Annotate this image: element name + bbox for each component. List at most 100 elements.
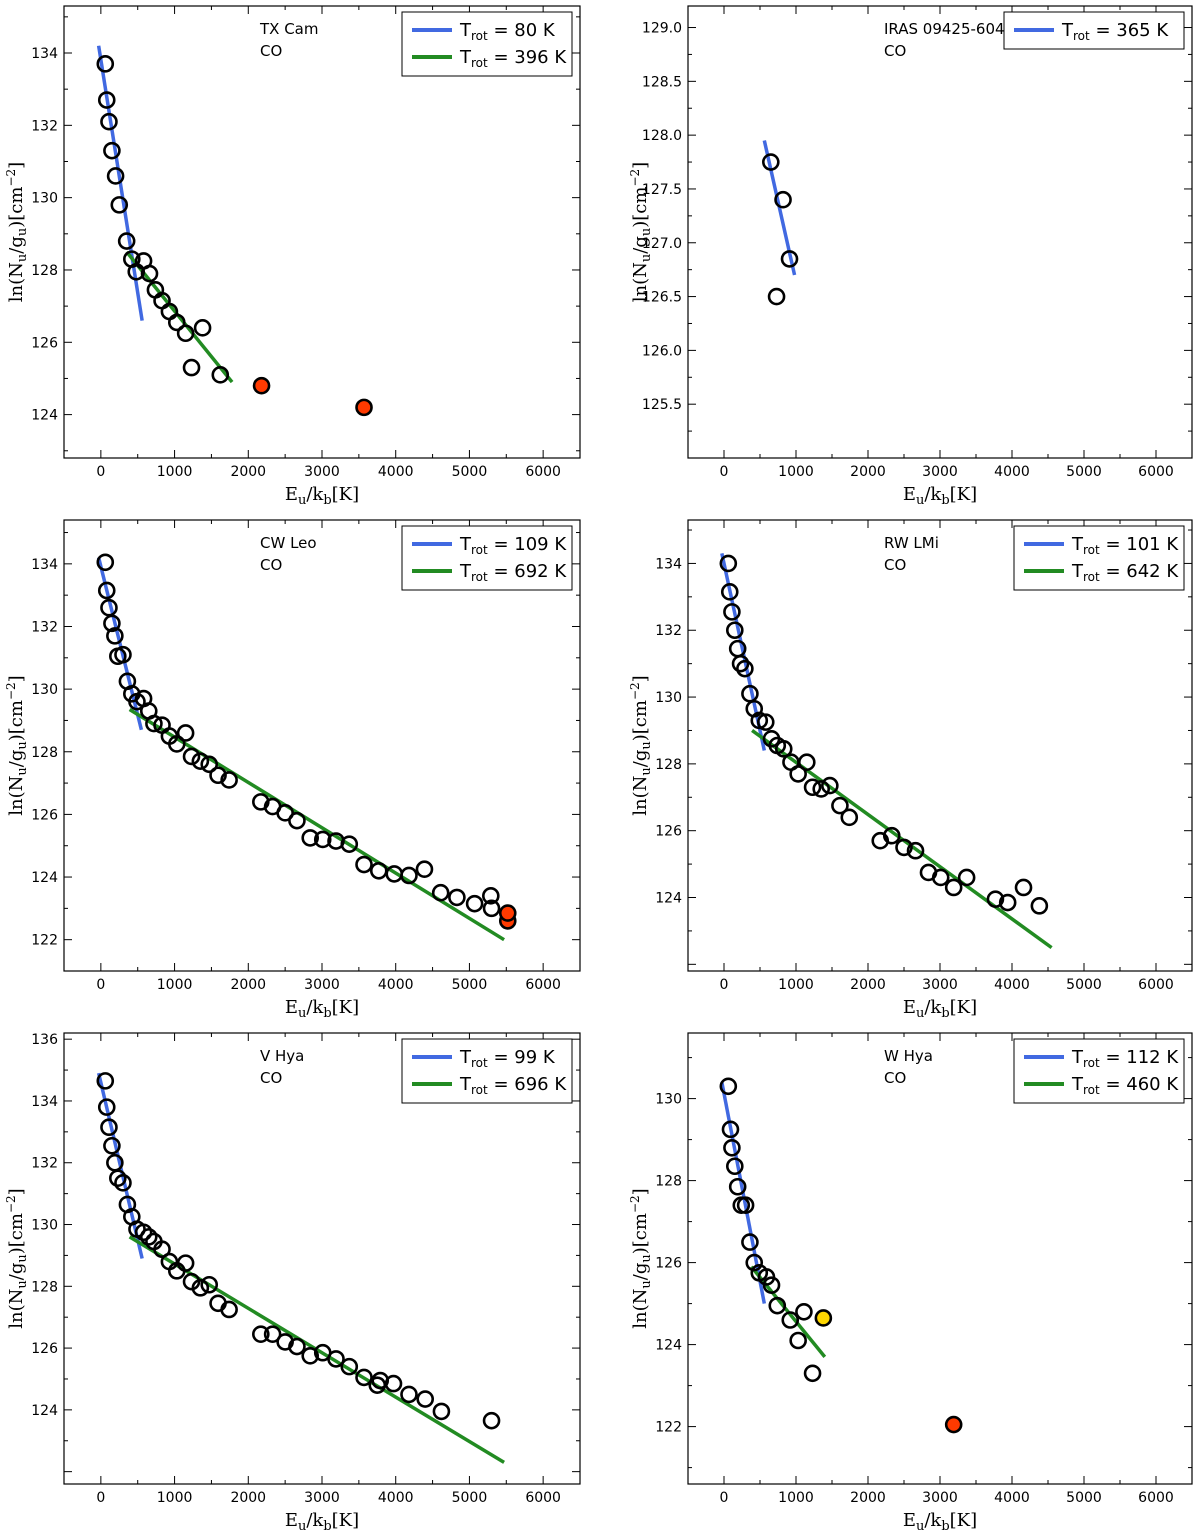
axes-frame	[687, 1032, 1193, 1485]
y-axis-label: ln(Nu/gu)[cm−2]	[4, 162, 30, 302]
highlighted-data-point	[814, 1309, 833, 1327]
data-point	[482, 899, 501, 918]
data-point	[731, 654, 750, 673]
data-point	[153, 1240, 171, 1259]
x-axis-label: Eu/kb[K]	[285, 1510, 359, 1534]
x-tick-label: 1000	[157, 977, 193, 993]
y-tick-label: 128.0	[642, 128, 682, 144]
x-tick-label: 1000	[157, 464, 193, 480]
data-point	[110, 196, 129, 214]
x-tick-label: 5000	[1066, 464, 1102, 480]
data-point	[106, 627, 124, 645]
molecule-label: CO	[884, 556, 906, 574]
data-point	[795, 1303, 813, 1321]
data-point	[191, 752, 210, 770]
x-tick-label: 6000	[1138, 464, 1174, 480]
data-point	[301, 1347, 320, 1365]
x-tick-label: 5000	[452, 1490, 488, 1506]
y-axis-label: ln(Nu/gu)[cm−2]	[628, 675, 654, 815]
x-tick-label: 2000	[230, 464, 266, 480]
chart-panel-5: 0 1000 2000 3000 4000 5000 6000 122 124 126 128 130…	[628, 1032, 1193, 1534]
data-point	[134, 1223, 153, 1242]
y-tick-label: 132	[655, 623, 682, 639]
data-point	[803, 778, 822, 797]
data-point	[145, 714, 163, 733]
y-axis-label: ln(Nu/gu)[cm−2]	[4, 675, 30, 815]
x-tick-label: 1000	[778, 464, 814, 480]
y-tick-label: 126	[655, 1256, 682, 1272]
data-point	[220, 1300, 238, 1319]
data-point	[167, 735, 186, 753]
source-name: V Hya	[260, 1047, 304, 1065]
x-tick-label: 4000	[994, 464, 1030, 480]
x-tick-label: 1000	[778, 977, 814, 993]
data-point	[109, 1169, 127, 1187]
y-tick-label: 132	[31, 619, 58, 635]
y-axis-label: ln(Nu/gu)[cm−2]	[628, 1188, 654, 1328]
x-tick-label: 1000	[778, 1490, 814, 1506]
source-name: CW Leo	[260, 534, 317, 552]
x-tick-label: 4000	[378, 464, 414, 480]
source-name: W Hya	[884, 1047, 933, 1065]
data-point	[840, 808, 859, 827]
y-tick-label: 124	[655, 1338, 682, 1354]
data-point	[725, 1157, 744, 1176]
y-tick-label: 134	[31, 46, 58, 62]
data-point	[482, 1411, 501, 1430]
molecule-label: CO	[260, 1069, 282, 1087]
tick-marks	[687, 6, 1193, 459]
molecule-label: CO	[884, 1069, 906, 1087]
x-tick-label: 3000	[304, 464, 340, 480]
data-point	[96, 1072, 115, 1090]
y-axis-label: ln(Nu/gu)[cm−2]	[4, 1188, 30, 1328]
data-point	[723, 1139, 741, 1157]
y-tick-label: 128	[31, 1279, 58, 1295]
y-tick-label: 126	[31, 335, 58, 351]
fit-line-warm	[128, 707, 505, 942]
data-point	[482, 887, 500, 905]
data-point	[263, 1325, 282, 1343]
data-point	[797, 753, 816, 772]
y-tick-label: 130	[655, 690, 682, 706]
x-tick-label: 2000	[850, 464, 886, 480]
data-point	[789, 1331, 807, 1350]
data-point	[721, 1120, 740, 1139]
data-point	[803, 1364, 822, 1383]
data-point	[931, 868, 950, 887]
highlighted-data-point	[498, 904, 517, 922]
data-point	[774, 740, 793, 758]
data-point	[761, 153, 780, 171]
data-point	[882, 826, 901, 845]
data-point	[288, 811, 306, 830]
y-tick-label: 126.0	[642, 343, 682, 359]
x-tick-label: 6000	[525, 464, 561, 480]
x-tick-label: 6000	[1138, 1490, 1174, 1506]
data-point	[182, 358, 201, 377]
data-point	[448, 888, 466, 907]
data-point	[340, 1357, 359, 1376]
x-tick-label: 2000	[850, 1490, 886, 1506]
y-tick-label: 132	[31, 1156, 58, 1172]
highlighted-data-point	[944, 1415, 963, 1434]
legend: Trot = 365 K	[1003, 11, 1185, 50]
data-point	[276, 804, 294, 822]
data-point	[723, 603, 741, 621]
y-tick-label: 124	[31, 870, 58, 886]
y-tick-label: 130	[655, 1092, 682, 1108]
data-point	[103, 614, 121, 633]
y-tick-label: 128	[31, 745, 58, 761]
data-point	[176, 1254, 195, 1272]
data-point	[762, 1276, 781, 1294]
legend-box	[401, 11, 573, 77]
x-tick-label: 2000	[850, 977, 886, 993]
tick-marks	[63, 6, 581, 458]
axes-frame	[63, 5, 581, 459]
x-axis-label: Eu/kb[K]	[285, 997, 359, 1021]
data-point	[736, 1196, 755, 1214]
data-point	[768, 1296, 787, 1315]
source-name: IRAS 09425-6040	[884, 20, 1014, 38]
data-point	[756, 713, 775, 731]
